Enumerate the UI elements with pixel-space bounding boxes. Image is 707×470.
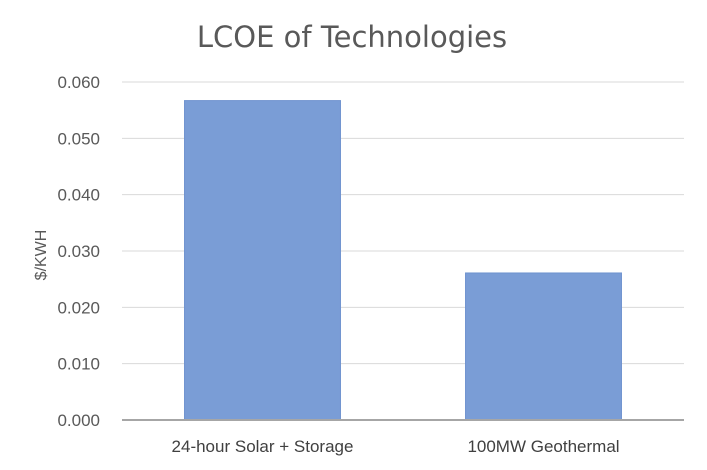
category-label: 100MW Geothermal bbox=[467, 437, 619, 456]
y-tick-label: 0.030 bbox=[57, 242, 100, 261]
y-tick-label: 0.050 bbox=[57, 129, 100, 148]
y-tick-labels: 0.000 0.010 0.020 0.030 0.040 0.050 0.060 bbox=[57, 73, 100, 430]
y-tick-label: 0.060 bbox=[57, 73, 100, 92]
y-tick-label: 0.000 bbox=[57, 411, 100, 430]
bar bbox=[184, 100, 341, 421]
y-tick-label: 0.020 bbox=[57, 298, 100, 317]
category-labels: 24-hour Solar + Storage 100MW Geothermal bbox=[172, 437, 620, 456]
y-tick-label: 0.010 bbox=[57, 355, 100, 374]
y-tick-label: 0.040 bbox=[57, 186, 100, 205]
chart-title: LCOE of Technologies bbox=[197, 20, 507, 54]
bar bbox=[465, 272, 622, 421]
category-label: 24-hour Solar + Storage bbox=[172, 437, 354, 456]
y-axis-label: $/KWH bbox=[33, 230, 50, 281]
bars bbox=[184, 100, 622, 421]
